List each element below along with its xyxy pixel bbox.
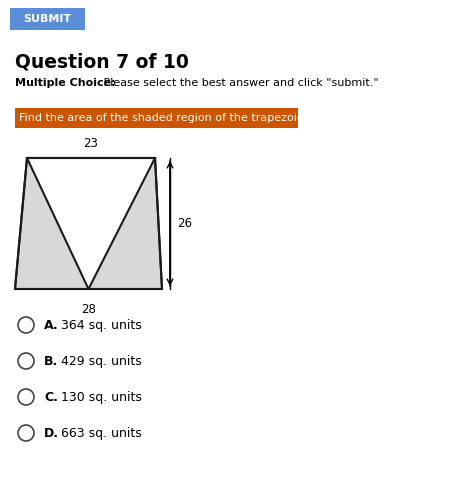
Text: A.: A. <box>44 318 59 331</box>
Text: 663 sq. units: 663 sq. units <box>61 427 142 439</box>
Text: 429 sq. units: 429 sq. units <box>61 354 142 367</box>
Text: 364 sq. units: 364 sq. units <box>61 318 142 331</box>
Text: SUBMIT: SUBMIT <box>24 14 71 24</box>
Text: 26: 26 <box>177 217 192 230</box>
Text: Find the area of the shaded region of the trapezoid.: Find the area of the shaded region of th… <box>19 113 308 123</box>
Text: Question 7 of 10: Question 7 of 10 <box>15 52 189 71</box>
FancyBboxPatch shape <box>10 8 85 30</box>
Text: 23: 23 <box>84 137 98 150</box>
Text: Please select the best answer and click "submit.": Please select the best answer and click … <box>100 78 379 88</box>
Polygon shape <box>15 158 162 289</box>
Text: C.: C. <box>44 390 58 403</box>
Text: D.: D. <box>44 427 59 439</box>
Text: B.: B. <box>44 354 58 367</box>
Text: 28: 28 <box>81 303 96 316</box>
Text: Multiple Choice:: Multiple Choice: <box>15 78 116 88</box>
Polygon shape <box>27 158 155 289</box>
Text: 130 sq. units: 130 sq. units <box>61 390 142 403</box>
FancyBboxPatch shape <box>15 108 298 128</box>
